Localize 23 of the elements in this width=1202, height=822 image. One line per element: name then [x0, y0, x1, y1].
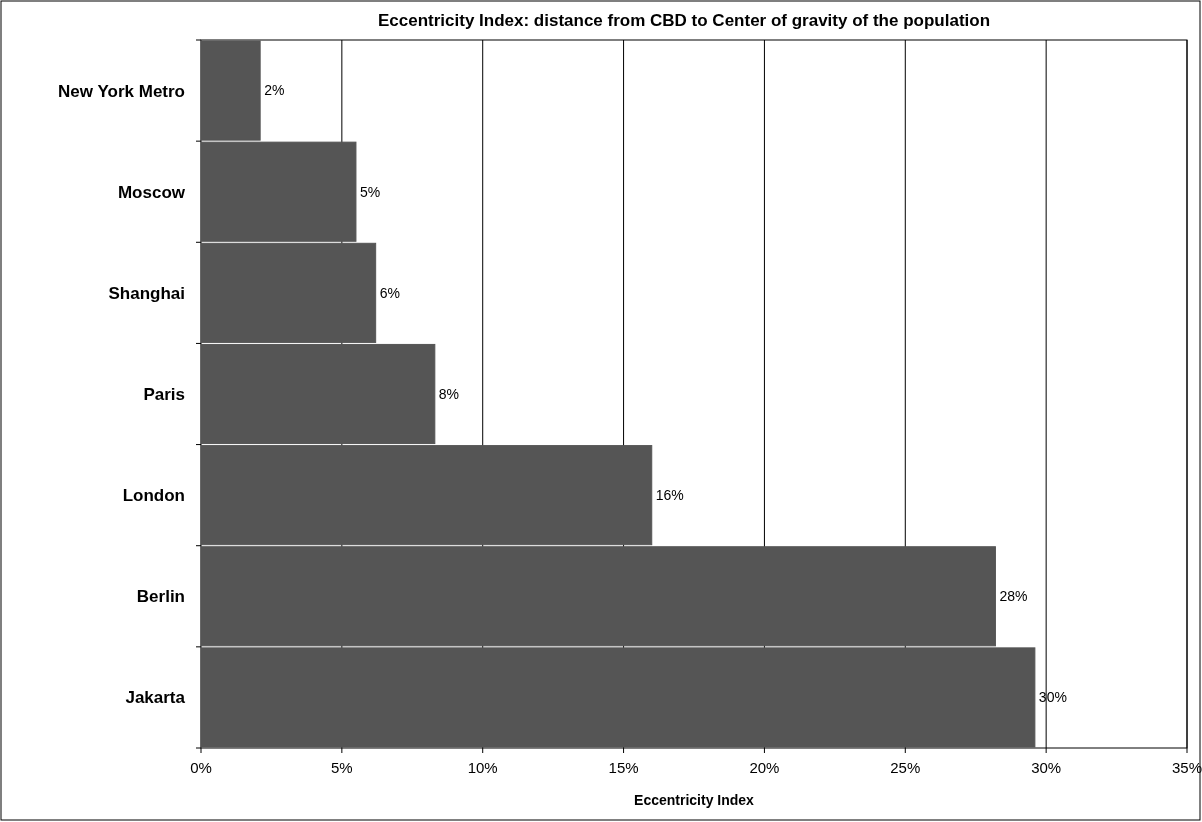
x-tick-label: 5%	[331, 759, 353, 776]
x-tick-label: 0%	[190, 759, 212, 776]
x-tick-label: 30%	[1031, 759, 1062, 776]
data-label: 16%	[655, 487, 684, 504]
y-tick-label: Jakarta	[125, 688, 186, 708]
x-tick-label: 15%	[608, 759, 639, 776]
x-tick-label: 10%	[467, 759, 498, 776]
y-tick-label: London	[122, 486, 185, 506]
y-tick-label: Shanghai	[108, 283, 185, 303]
y-tick-label: Berlin	[136, 587, 185, 607]
x-axis-title: Eccentricity Index	[634, 792, 755, 808]
y-tick-label: Paris	[143, 384, 185, 404]
chart-title: Eccentricity Index: distance from CBD to Center of gravity of the population	[377, 11, 991, 30]
x-tick-label: 35%	[1171, 759, 1202, 776]
y-tick-label: Moscow	[117, 182, 186, 202]
data-label: 6%	[379, 284, 400, 301]
data-label: 5%	[359, 183, 381, 200]
data-label: 28%	[999, 588, 1028, 605]
y-tick-label: New York Metro	[58, 81, 185, 101]
data-label: 8%	[438, 385, 460, 402]
x-tick-label: 25%	[890, 759, 921, 776]
data-label: 2%	[264, 82, 285, 99]
x-tick-label: 20%	[749, 759, 780, 776]
